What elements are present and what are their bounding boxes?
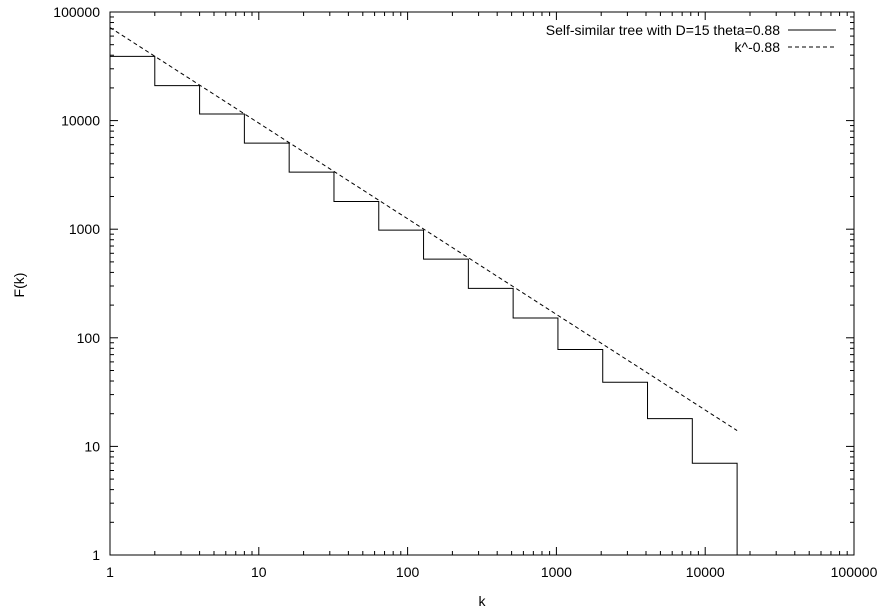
legend-label-2: k^-0.88 — [735, 39, 781, 55]
y-tick-label: 100000 — [53, 4, 100, 20]
y-axis-label: F(k) — [11, 273, 27, 298]
x-tick-label: 1 — [106, 564, 114, 580]
series-line-1 — [110, 55, 738, 555]
series-line-2 — [109, 27, 738, 431]
tick-labels: 1 10 100 1000 10000 100000 1 10 100 1000 10000 1000… — [53, 4, 877, 580]
x-tick-label: 10 — [251, 564, 267, 580]
legend: Self-similar tree with D=15 theta=0.88k^… — [546, 22, 836, 55]
ticks — [109, 11, 855, 556]
y-tick-label: 1000 — [69, 221, 100, 237]
x-tick-label: 100000 — [831, 564, 878, 580]
y-tick-label: 10000 — [61, 113, 100, 129]
x-tick-label: 1000 — [541, 564, 572, 580]
x-tick-label: 100 — [396, 564, 420, 580]
x-axis-label: k — [479, 593, 487, 609]
y-tick-label: 100 — [77, 330, 101, 346]
legend-label-1: Self-similar tree with D=15 theta=0.88 — [546, 22, 780, 38]
y-tick-label: 10 — [84, 438, 100, 454]
series-group — [109, 27, 738, 555]
x-tick-label: 10000 — [686, 564, 725, 580]
y-tick-label: 1 — [92, 547, 100, 563]
plot-frame — [109, 11, 855, 556]
